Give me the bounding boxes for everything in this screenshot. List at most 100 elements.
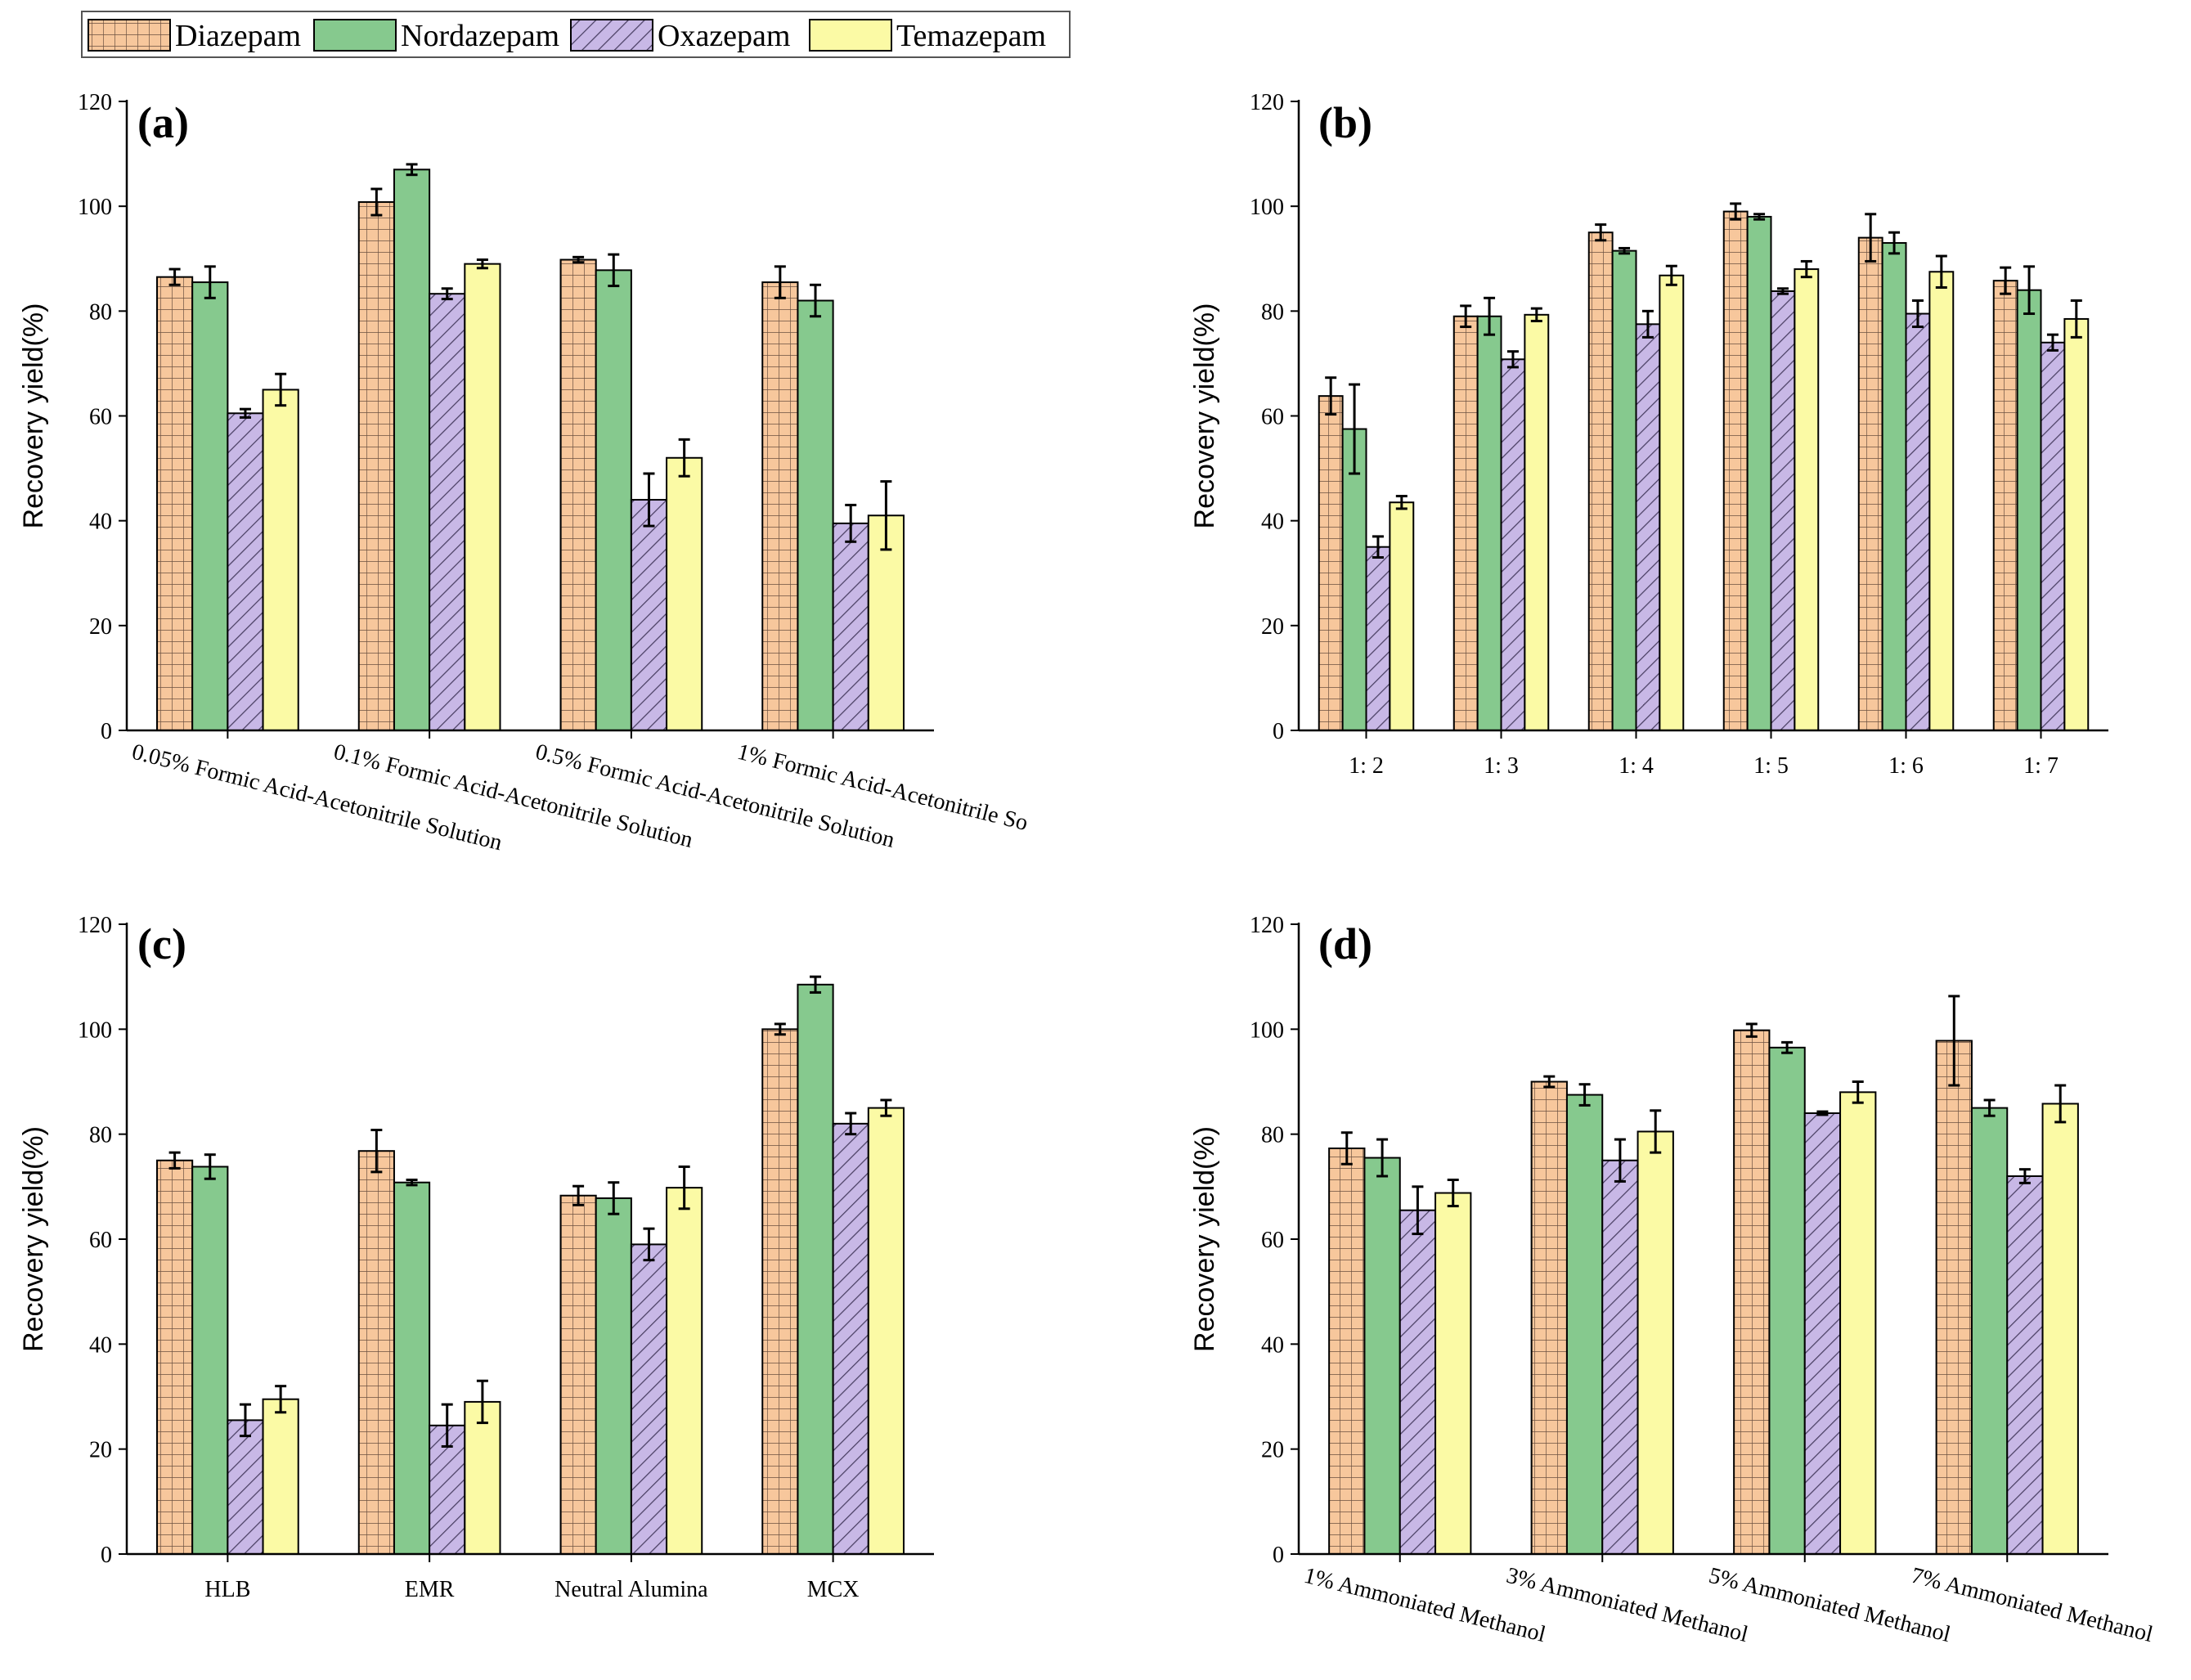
x-category-label: 0.05% Formic Acid-Acetonitrile Solution — [129, 739, 505, 856]
bar-temazepam-3 — [1839, 1091, 1877, 1556]
bar-temazepam-2 — [464, 1400, 501, 1555]
x-category-label: EMR — [405, 1577, 455, 1602]
bar-nordazepam-3 — [595, 269, 632, 731]
bar-temazepam-4 — [867, 1107, 905, 1556]
y-tick-label: 20 — [89, 1438, 112, 1463]
bar-oxazepam-6 — [2040, 341, 2066, 731]
legend-label-nordazepam: Nordazepam — [401, 19, 559, 53]
bar-temazepam-3 — [1659, 274, 1685, 731]
y-tick-label: 100 — [1250, 1017, 1284, 1043]
x-category-label: 1: 3 — [1484, 753, 1519, 779]
y-tick-label: 120 — [1250, 90, 1284, 115]
bar-nordazepam-4 — [1970, 1107, 2009, 1556]
bar-diazepam-3 — [1587, 231, 1614, 732]
bar-oxazepam-1 — [227, 412, 264, 731]
legend-label-temazepam: Temazepam — [896, 19, 1046, 53]
x-category-label: 1: 7 — [2023, 753, 2059, 779]
bar-diazepam-4 — [761, 1028, 799, 1556]
panel-b: 0 20 40 60 80 100 120 1: 2 1: 3 1: 4 1: 5 1: 6 1: 7 R… — [1189, 90, 2108, 779]
bar-diazepam-2 — [357, 201, 395, 732]
bar-oxazepam-1 — [227, 1419, 264, 1555]
bar-oxazepam-4 — [2006, 1175, 2044, 1555]
bar-temazepam-1 — [262, 1398, 299, 1556]
bar-nordazepam-2 — [393, 1181, 431, 1555]
bar-diazepam-3 — [559, 1194, 597, 1556]
y-tick-label: 100 — [1250, 195, 1284, 220]
bar-temazepam-2 — [1637, 1130, 1674, 1556]
bar-oxazepam-2 — [429, 293, 466, 731]
y-tick-label: 40 — [1261, 1332, 1284, 1358]
bar-nordazepam-1 — [1341, 428, 1367, 731]
y-tick-label: 80 — [1261, 1123, 1284, 1148]
x-category-label: MCX — [807, 1577, 860, 1602]
y-tick-label: 0 — [1273, 1543, 1284, 1568]
bar-diazepam-4 — [1722, 210, 1749, 731]
panel-label: (b) — [1318, 98, 1372, 147]
bar-nordazepam-2 — [1565, 1094, 1604, 1555]
bar-temazepam-1 — [262, 389, 299, 731]
bar-oxazepam-4 — [832, 1122, 869, 1556]
y-tick-label: 80 — [89, 299, 112, 325]
y-tick-label: 120 — [1250, 913, 1284, 938]
bar-nordazepam-6 — [2016, 289, 2042, 731]
panel-label: (d) — [1318, 919, 1372, 968]
bar-temazepam-2 — [1524, 313, 1550, 731]
bar-temazepam-1 — [1389, 501, 1415, 731]
bar-diazepam-6 — [1992, 280, 2018, 732]
bar-diazepam-5 — [1857, 236, 1883, 732]
y-tick-label: 80 — [89, 1123, 112, 1148]
bar-temazepam-1 — [1434, 1192, 1472, 1555]
bar-nordazepam-2 — [1476, 315, 1502, 731]
bar-temazepam-6 — [2063, 317, 2090, 731]
panel-label: (a) — [137, 98, 189, 147]
y-tick-label: 60 — [89, 1228, 112, 1253]
y-tick-label: 0 — [101, 719, 112, 744]
y-tick-label: 60 — [1261, 405, 1284, 430]
bar-nordazepam-3 — [1768, 1046, 1806, 1555]
x-category-label: 0.5% Formic Acid-Acetonitrile Solution — [533, 739, 897, 853]
bar-diazepam-2 — [1530, 1080, 1568, 1555]
y-tick-label: 20 — [1261, 1438, 1284, 1463]
bar-nordazepam-5 — [1881, 242, 1907, 731]
y-tick-label: 40 — [89, 510, 112, 535]
x-category-label: HLB — [204, 1577, 250, 1602]
bar-diazepam-1 — [156, 276, 194, 732]
bar-diazepam-1 — [1328, 1147, 1366, 1556]
bar-nordazepam-1 — [191, 281, 229, 731]
bar-diazepam-2 — [1452, 315, 1479, 731]
y-tick-label: 100 — [78, 195, 112, 220]
bar-oxazepam-2 — [1601, 1159, 1639, 1555]
y-tick-label: 20 — [89, 614, 112, 640]
y-axis-title: Recovery yield(%) — [18, 1126, 49, 1352]
y-axis-title: Recovery yield(%) — [1189, 303, 1220, 529]
x-category-label: 1: 4 — [1619, 753, 1654, 779]
bar-nordazepam-4 — [797, 299, 834, 731]
bar-diazepam-1 — [1318, 395, 1344, 731]
y-tick-label: 0 — [1273, 719, 1284, 744]
bar-temazepam-4 — [1794, 268, 1820, 732]
x-category-label: 1: 6 — [1888, 753, 1924, 779]
bar-temazepam-4 — [2041, 1103, 2079, 1555]
bar-oxazepam-3 — [630, 1243, 668, 1555]
legend-label-oxazepam: Oxazepam — [658, 19, 790, 53]
y-tick-label: 0 — [101, 1543, 112, 1568]
panel-c: 0 20 40 60 80 100 120 HLB EMR Neutral Alumina MCX R… — [18, 913, 934, 1602]
y-axis-title: Recovery yield(%) — [18, 303, 49, 529]
bar-nordazepam-2 — [393, 168, 431, 731]
bar-temazepam-2 — [464, 263, 501, 731]
bar-nordazepam-1 — [1363, 1157, 1401, 1555]
x-category-label: 0.1% Formic Acid-Acetonitrile Solution — [331, 739, 695, 853]
bar-nordazepam-1 — [191, 1166, 229, 1555]
panel-a: 0 20 40 60 80 100 120 0.05% Formic Acid-Acetoni… — [18, 90, 1030, 856]
bar-diazepam-4 — [761, 281, 799, 731]
legend-swatch-diazepam — [88, 19, 171, 52]
bar-oxazepam-1 — [1365, 546, 1391, 731]
y-axis-title: Recovery yield(%) — [1189, 1126, 1220, 1352]
bar-oxazepam-3 — [1803, 1112, 1842, 1555]
y-tick-label: 20 — [1261, 614, 1284, 640]
legend-label-diazepam: Diazepam — [175, 19, 301, 53]
bar-oxazepam-5 — [1905, 312, 1931, 731]
legend: Diazepam Nordazepam Oxazepam Temazepam — [81, 11, 1071, 58]
y-tick-label: 40 — [1261, 510, 1284, 535]
